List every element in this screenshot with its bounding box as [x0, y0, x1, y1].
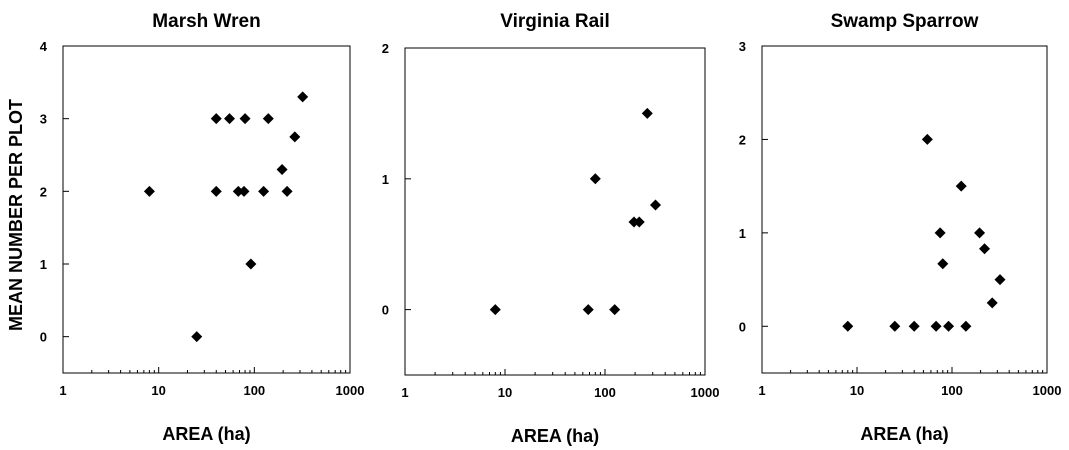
data-point — [974, 227, 986, 239]
x-axis-label: AREA (ha) — [860, 424, 948, 444]
y-tick-label: 1 — [40, 257, 47, 272]
data-point — [281, 185, 293, 197]
data-point — [143, 185, 155, 197]
data-point — [908, 320, 920, 332]
data-point — [641, 107, 653, 119]
x-axis-label: AREA (ha) — [162, 424, 250, 444]
panel-swamp-sparrow: Swamp Sparrow 1 10 100 1000 0 1 2 3 AREA (ha) — [739, 11, 1062, 444]
x-tick-label: 100 — [594, 385, 616, 400]
plot-frame — [404, 47, 706, 376]
y-axis-label: MEAN NUMBER PER PLOT — [6, 99, 26, 331]
data-point — [239, 113, 251, 125]
data-point — [582, 304, 594, 316]
data-point — [210, 113, 222, 125]
plot-frame — [62, 45, 351, 374]
panel-virginia-rail: Virginia Rail 1 10 100 1000 0 1 2 AREA (ha) — [382, 11, 720, 446]
y-tick-label: 0 — [382, 303, 389, 318]
panel-title: Marsh Wren — [152, 11, 260, 32]
panel-title: Swamp Sparrow — [831, 11, 979, 32]
y-tick-label: 0 — [739, 319, 746, 334]
data-point — [258, 185, 270, 197]
x-tick-label: 1000 — [691, 385, 720, 400]
data-point — [943, 320, 955, 332]
data-point — [921, 133, 933, 145]
data-point — [223, 113, 235, 125]
x-tick-label: 100 — [941, 383, 963, 398]
x-tick-label: 10 — [498, 385, 512, 400]
data-point — [934, 227, 946, 239]
x-tick-label: 10 — [850, 383, 864, 398]
y-tick-label: 0 — [40, 330, 47, 345]
x-tick-label: 1 — [758, 383, 765, 398]
data-point — [930, 320, 942, 332]
x-axis-label: AREA (ha) — [511, 426, 599, 446]
plot-frame — [761, 45, 1048, 374]
y-tick-label: 2 — [382, 41, 389, 56]
data-point — [589, 173, 601, 185]
y-tick-label: 1 — [382, 172, 389, 187]
x-tick-label: 1 — [401, 385, 408, 400]
y-tick-label: 2 — [40, 184, 47, 199]
data-point — [276, 164, 288, 176]
data-point — [986, 297, 998, 309]
y-tick-label: 3 — [739, 39, 746, 54]
data-point — [238, 185, 250, 197]
data-point — [633, 216, 645, 228]
x-tick-label: 1000 — [336, 383, 365, 398]
data-point — [191, 331, 203, 343]
y-tick-label: 4 — [40, 39, 48, 54]
x-tick-label: 10 — [151, 383, 165, 398]
x-tick-label: 1 — [59, 383, 66, 398]
y-tick-label: 1 — [739, 226, 746, 241]
panel-title: Virginia Rail — [500, 11, 609, 32]
data-point — [489, 304, 501, 316]
x-tick-label: 100 — [243, 383, 265, 398]
y-tick-label: 3 — [40, 112, 47, 127]
data-point — [245, 258, 257, 270]
data-point — [889, 320, 901, 332]
data-point — [297, 91, 309, 103]
data-point — [609, 304, 621, 316]
x-tick-label: 1000 — [1033, 383, 1062, 398]
data-point — [650, 199, 662, 211]
data-point — [210, 185, 222, 197]
y-tick-label: 2 — [739, 132, 746, 147]
data-point — [289, 131, 301, 143]
data-point — [955, 180, 967, 192]
data-point — [232, 185, 244, 197]
data-point — [960, 320, 972, 332]
panel-marsh-wren: Marsh Wren 1 10 100 1000 0 1 2 3 4 AREA (ha) — [40, 11, 365, 444]
data-point — [937, 258, 949, 270]
data-point — [842, 320, 854, 332]
data-point — [994, 274, 1006, 286]
data-point — [979, 243, 991, 255]
data-point — [262, 113, 274, 125]
